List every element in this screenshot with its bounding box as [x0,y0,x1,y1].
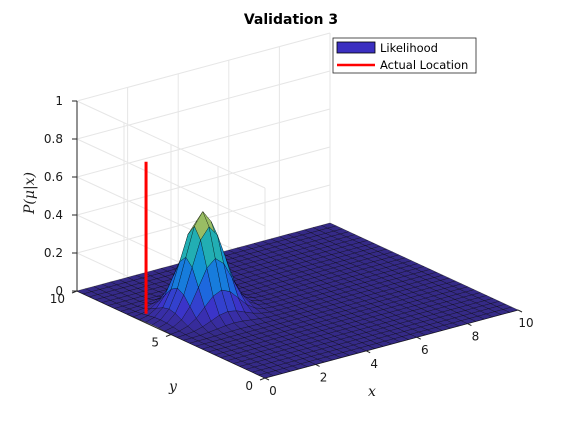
sidewall-grid-z [76,100,266,189]
x-tick-label: 4 [370,357,378,371]
z-tick-label: 0.6 [44,170,63,184]
x-tick-label: 8 [472,330,480,344]
x-tick-mark [517,309,523,313]
z-tick-label: 0 [55,284,63,298]
x-tick-label: 0 [269,384,277,398]
z-tick-label: 0.2 [44,246,63,260]
z-tick-label: 0.8 [44,132,63,146]
x-tick-mark [467,323,472,327]
backwall-grid-z [76,108,331,178]
sidewall-grid-z [76,138,266,227]
x-tick-mark [365,350,371,354]
y-tick-label: 5 [151,336,159,350]
y-axis-label: y [168,379,178,395]
x-tick-mark [416,336,422,340]
x-tick-mark [264,377,270,381]
y-tick-label: 0 [245,379,253,393]
backwall-grid-z [76,32,331,102]
x-tick-label: 10 [518,316,533,330]
x-tick-label: 6 [421,343,429,357]
x-axis-label: x [368,384,376,400]
legend: Likelihood Actual Location [332,37,477,74]
likelihood-surface [76,211,519,379]
x-tick-mark [315,363,320,367]
legend-label-actual-location: Actual Location [380,58,468,72]
chart-title: Validation 3 [244,12,338,28]
z-tick-label: 1 [55,94,63,108]
x-tick-label: 2 [320,370,328,384]
legend-swatch-likelihood [336,41,376,54]
backwall-grid-z [76,70,331,140]
z-axis-label: P(μ|x) [22,172,38,215]
surface-patch [502,306,519,313]
legend-label-likelihood: Likelihood [380,41,438,55]
z-tick-label: 0.4 [44,208,63,222]
y-tick-label: 10 [50,292,65,306]
y-tick-mark [259,377,266,381]
y-tick-mark [165,334,172,337]
backwall-grid-z [76,146,331,216]
